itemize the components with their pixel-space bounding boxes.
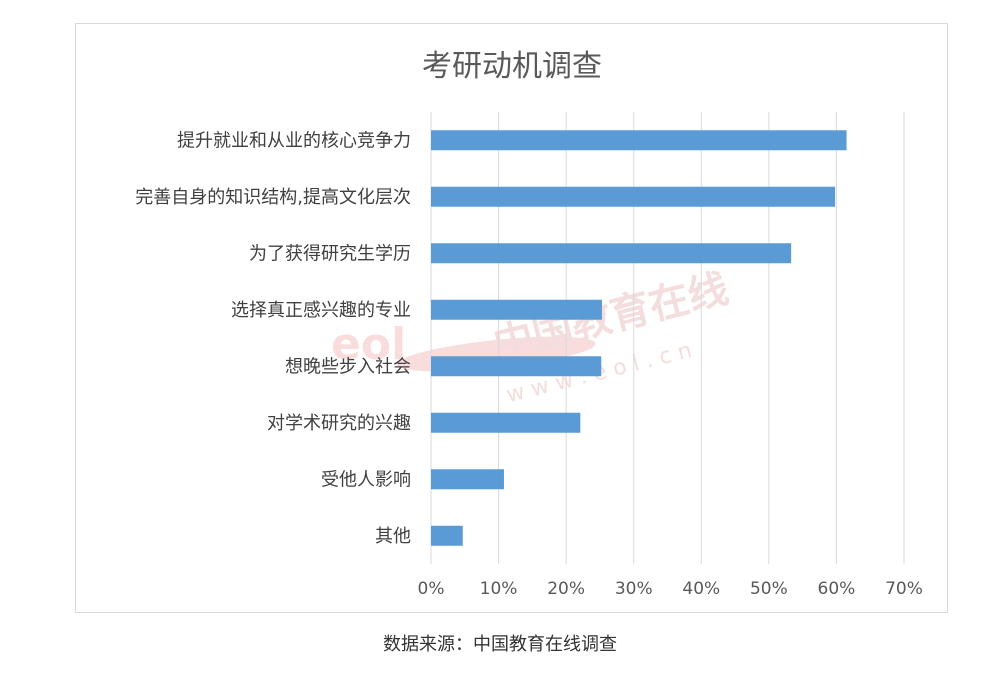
chart-title: 考研动机调查 <box>422 49 602 84</box>
category-label: 其他 <box>375 526 411 547</box>
category-label: 完善自身的知识结构,提高文化层次 <box>135 187 411 208</box>
bar <box>431 356 602 377</box>
bar <box>431 469 504 490</box>
bar <box>431 299 602 320</box>
category-labels: 提升就业和从业的核心竞争力完善自身的知识结构,提高文化层次为了获得研究生学历选择… <box>135 130 411 547</box>
bar <box>431 525 463 546</box>
x-tick-label: 30% <box>615 579 653 599</box>
category-label: 受他人影响 <box>321 469 411 490</box>
bar <box>431 412 581 433</box>
chart-frame: eol 中国教育在线 w w w . e o l . c n 考研动机调查 提升… <box>75 23 948 613</box>
category-label: 提升就业和从业的核心竞争力 <box>177 130 411 151</box>
category-label: 选择真正感兴趣的专业 <box>231 300 411 321</box>
bar-chart: eol 中国教育在线 w w w . e o l . c n 考研动机调查 提升… <box>135 49 923 599</box>
bar <box>431 130 847 151</box>
x-tick-label: 0% <box>418 579 445 599</box>
watermark: eol 中国教育在线 w w w . e o l . c n <box>331 266 733 408</box>
bar <box>431 186 836 207</box>
source-note: 数据来源：中国教育在线调查 <box>383 634 617 655</box>
bar <box>431 243 792 264</box>
bars <box>431 130 847 546</box>
watermark-logo: eol <box>331 319 406 370</box>
category-label: 想晚些步入社会 <box>285 356 411 377</box>
category-label: 为了获得研究生学历 <box>249 243 411 264</box>
x-tick-label: 70% <box>885 579 923 599</box>
x-tick-label: 10% <box>480 579 518 599</box>
x-axis-ticks: 0% 10% 20% 30% 40% 50% 60% 70% <box>418 579 923 599</box>
category-label: 对学术研究的兴趣 <box>267 413 411 434</box>
x-tick-label: 60% <box>818 579 856 599</box>
x-tick-label: 50% <box>750 579 788 599</box>
x-tick-label: 40% <box>682 579 720 599</box>
x-tick-label: 20% <box>547 579 585 599</box>
